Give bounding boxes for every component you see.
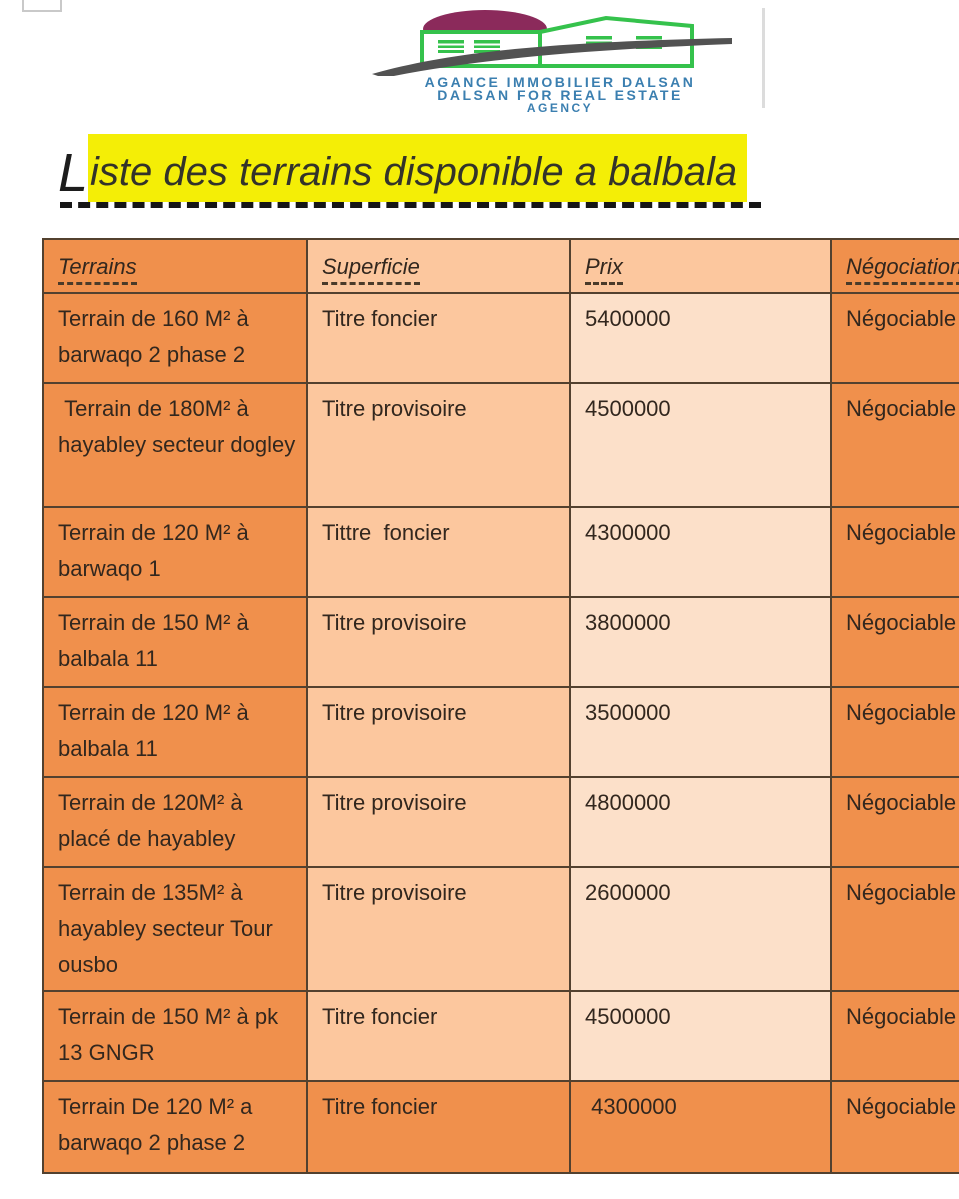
cell-superficie: Titre provisoire [306,776,571,868]
logo-text-line2: DALSAN FOR REAL ESTATE [437,87,683,103]
cell-prix: 5400000 [569,292,832,384]
agency-logo-house-graphic [372,10,732,76]
page-title: Liste des terrains disponible a balbala [58,134,762,214]
table-row: Terrain de 120 M² à barwaqo 1 Tittre fon… [42,506,959,598]
table-row: Terrain de 160 M² à barwaqo 2 phase 2 Ti… [42,292,959,384]
table-row: Terrain de 180M² à hayabley secteur dogl… [42,382,959,508]
table-header-row: Terrains Superficie Prix Négociation [42,238,959,294]
cell-superficie: Titre provisoire [306,382,571,508]
cell-prix: 4800000 [569,776,832,868]
cell-prix: 3800000 [569,596,832,688]
cell-negociation: Négociable [830,596,959,688]
table-row: Terrain De 120 M² a barwaqo 2 phase 2 Ti… [42,1080,959,1174]
header-negociation: Négociation [830,238,959,294]
cell-negociation: Négociable [830,382,959,508]
cell-negociation: Négociable [830,866,959,992]
cell-terrain: Terrain de 150 M² à balbala 11 [42,596,308,688]
header-prix: Prix [569,238,832,294]
cell-terrain: Terrain De 120 M² a barwaqo 2 phase 2 [42,1080,308,1174]
cell-negociation: Négociable [830,506,959,598]
cell-terrain: Terrain de 120 M² à barwaqo 1 [42,506,308,598]
cell-negociation: Négociable [830,686,959,778]
table-row: Terrain de 135M² à hayabley secteur Tour… [42,866,959,992]
table-row: Terrain de 150 M² à balbala 11 Titre pro… [42,596,959,688]
cell-prix: 4500000 [569,990,832,1082]
agency-logo: AGANCE IMMOBILIER DALSAN DALSAN FOR REAL… [350,8,770,115]
cutoff-ui-box [22,0,62,12]
cell-prix: 3500000 [569,686,832,778]
cell-superficie: Titre foncier [306,1080,571,1174]
cell-negociation: Négociable [830,1080,959,1174]
table-row: Terrain de 150 M² à pk 13 GNGR Titre fon… [42,990,959,1082]
cell-prix: 4300000 [569,506,832,598]
table-row: Terrain de 120M² à placé de hayabley Tit… [42,776,959,868]
cell-superficie: Tittre foncier [306,506,571,598]
cell-negociation: Négociable [830,776,959,868]
logo-text-line1: AGANCE IMMOBILIER DALSAN [424,74,696,90]
cell-superficie: Titre provisoire [306,686,571,778]
header-superficie: Superficie [306,238,571,294]
cell-terrain: Terrain de 120M² à placé de hayabley [42,776,308,868]
terrains-table-container: Terrains Superficie Prix Négociation Ter… [42,238,959,1174]
cell-superficie: Titre provisoire [306,866,571,992]
cell-negociation: Négociable [830,990,959,1082]
cell-superficie: Titre foncier [306,990,571,1082]
cell-prix: 4500000 [569,382,832,508]
title-highlighted-text: iste des terrains disponible a balbala [88,134,748,202]
title-drop-cap: L [58,143,89,203]
cell-negociation: Négociable [830,292,959,384]
header-terrains: Terrains [42,238,308,294]
cell-superficie: Titre provisoire [306,596,571,688]
cell-prix: 2600000 [569,866,832,992]
terrains-table: Terrains Superficie Prix Négociation Ter… [42,238,959,1174]
cursor-line [762,8,765,108]
cell-terrain: Terrain de 160 M² à barwaqo 2 phase 2 [42,292,308,384]
cell-terrain: Terrain de 180M² à hayabley secteur dogl… [42,382,308,508]
logo-swoosh-shape [372,38,732,76]
logo-text-line3: AGENCY [526,101,594,115]
table-row: Terrain de 120 M² à balbala 11 Titre pro… [42,686,959,778]
cell-terrain: Terrain de 120 M² à balbala 11 [42,686,308,778]
cell-prix: 4300000 [569,1080,832,1174]
cell-terrain: Terrain de 150 M² à pk 13 GNGR [42,990,308,1082]
cell-superficie: Titre foncier [306,292,571,384]
cell-terrain: Terrain de 135M² à hayabley secteur Tour… [42,866,308,992]
